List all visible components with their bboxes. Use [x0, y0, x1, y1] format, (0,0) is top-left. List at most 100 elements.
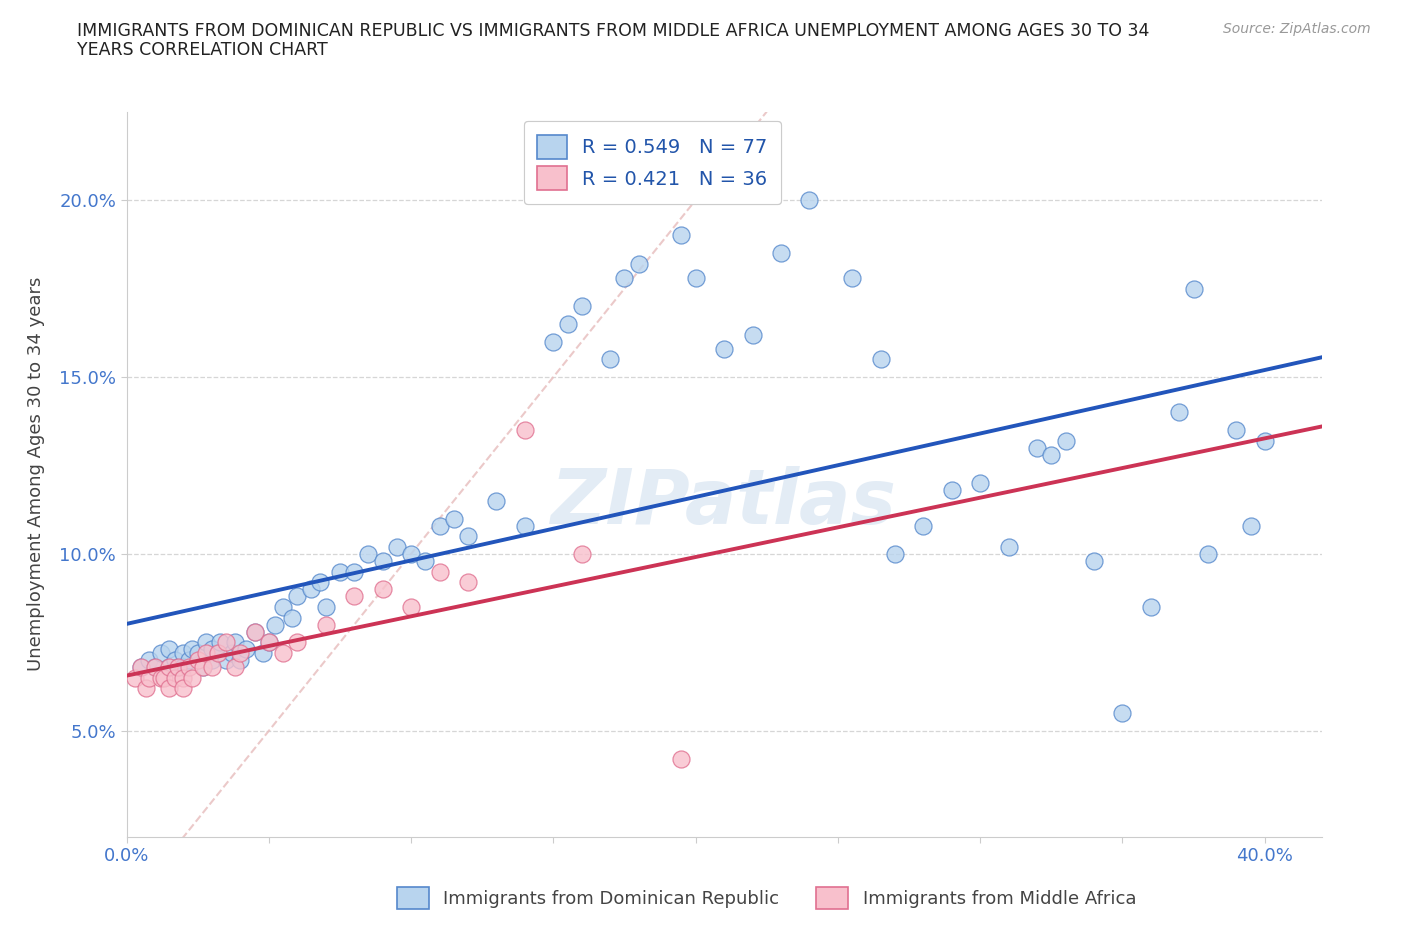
Point — [152, 671, 174, 685]
Point — [1140, 600, 1163, 615]
Point — [179, 659, 201, 674]
Point — [769, 246, 792, 260]
Point — [172, 671, 194, 685]
Point — [166, 659, 188, 674]
Point — [1026, 440, 1049, 455]
Point — [869, 352, 891, 366]
Point — [1054, 433, 1077, 448]
Point — [671, 228, 693, 243]
Point — [309, 575, 332, 590]
Point — [413, 553, 436, 568]
Point — [157, 642, 180, 657]
Point — [280, 610, 302, 625]
Point — [187, 653, 209, 668]
Point — [124, 671, 146, 685]
Point — [571, 547, 593, 562]
Point — [1225, 422, 1247, 437]
Point — [215, 653, 238, 668]
Point — [485, 494, 508, 509]
Point — [129, 659, 152, 674]
Point — [671, 751, 693, 766]
Point — [138, 653, 160, 668]
Point — [271, 645, 294, 660]
Point — [271, 600, 294, 615]
Point — [166, 659, 188, 674]
Point — [157, 681, 180, 696]
Point — [1040, 447, 1063, 462]
Point — [685, 271, 707, 286]
Point — [257, 635, 280, 650]
Point — [399, 547, 422, 562]
Point — [235, 642, 257, 657]
Point — [385, 539, 408, 554]
Point — [263, 618, 285, 632]
Point — [201, 653, 224, 668]
Point — [941, 483, 963, 498]
Point — [841, 271, 863, 286]
Point — [195, 645, 218, 660]
Point — [193, 659, 215, 674]
Point — [157, 659, 180, 674]
Point — [179, 653, 201, 668]
Point — [215, 635, 238, 650]
Point — [187, 645, 209, 660]
Point — [149, 645, 172, 660]
Point — [221, 645, 243, 660]
Point — [207, 645, 229, 660]
Text: YEARS CORRELATION CHART: YEARS CORRELATION CHART — [77, 41, 328, 59]
Point — [195, 635, 218, 650]
Point — [1111, 706, 1133, 721]
Point — [1168, 405, 1191, 419]
Point — [135, 681, 157, 696]
Point — [243, 624, 266, 639]
Point — [143, 659, 166, 674]
Point — [1182, 281, 1205, 296]
Point — [193, 659, 215, 674]
Point — [157, 659, 180, 674]
Point — [257, 635, 280, 650]
Point — [371, 582, 394, 597]
Point — [513, 422, 536, 437]
Text: ZIPatlas: ZIPatlas — [551, 466, 897, 540]
Point — [181, 671, 204, 685]
Point — [163, 671, 186, 685]
Point — [172, 659, 194, 674]
Point — [224, 635, 246, 650]
Legend: R = 0.549   N = 77, R = 0.421   N = 36: R = 0.549 N = 77, R = 0.421 N = 36 — [524, 121, 780, 204]
Point — [741, 327, 763, 342]
Point — [357, 547, 380, 562]
Point — [457, 529, 479, 544]
Point — [252, 645, 274, 660]
Point — [243, 624, 266, 639]
Point — [343, 589, 366, 604]
Point — [371, 553, 394, 568]
Point — [301, 582, 323, 597]
Point — [315, 618, 337, 632]
Point — [543, 334, 565, 349]
Point — [285, 589, 308, 604]
Point — [613, 271, 636, 286]
Point — [599, 352, 621, 366]
Point — [329, 565, 352, 579]
Text: Source: ZipAtlas.com: Source: ZipAtlas.com — [1223, 22, 1371, 36]
Point — [1197, 547, 1219, 562]
Point — [443, 512, 465, 526]
Point — [209, 635, 232, 650]
Point — [1083, 553, 1105, 568]
Point — [429, 565, 451, 579]
Point — [343, 565, 366, 579]
Point — [129, 659, 152, 674]
Point — [399, 600, 422, 615]
Point — [207, 645, 229, 660]
Y-axis label: Unemployment Among Ages 30 to 34 years: Unemployment Among Ages 30 to 34 years — [27, 277, 45, 671]
Point — [172, 681, 194, 696]
Point — [138, 671, 160, 685]
Point — [713, 341, 735, 356]
Point — [1239, 518, 1261, 533]
Point — [224, 659, 246, 674]
Point — [229, 653, 252, 668]
Point — [1254, 433, 1277, 448]
Point — [883, 547, 905, 562]
Point — [149, 671, 172, 685]
Point — [799, 193, 821, 207]
